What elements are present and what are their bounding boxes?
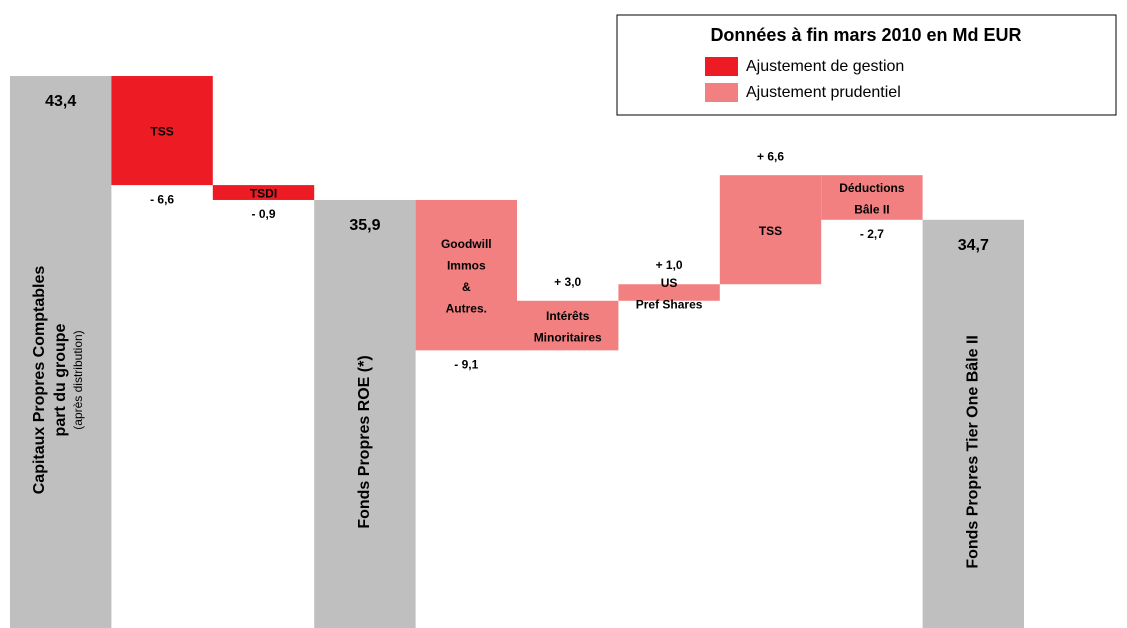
category-label: Capitaux Propres Comptables [31,266,48,495]
value-label: - 0,9 [251,207,275,221]
category-label: Minoritaires [534,330,602,344]
category-label: Déductions [839,181,905,195]
value-label: 35,9 [349,217,380,234]
category-label: Immos [447,259,486,273]
value-label: 43,4 [45,93,76,110]
category-label: Autres. [446,302,487,316]
total-bar [314,199,416,628]
legend-swatch [705,83,738,102]
total-bar [922,219,1024,628]
value-label: + 1,0 [656,258,683,272]
delta-bar [821,175,923,220]
category-label: & [462,280,471,294]
category-label: Goodwill [441,237,492,251]
delta-bar [415,199,517,351]
value-label: + 3,0 [554,275,581,289]
delta-bar [618,284,720,301]
legend-label: Ajustement de gestion [746,58,904,75]
legend-title: Données à fin mars 2010 en Md EUR [710,25,1021,45]
category-label: Bâle II [854,202,889,216]
category-label: TSDI [250,187,277,201]
delta-bar [212,185,315,200]
category-note: (après distribution) [71,330,85,429]
category-label: TSS [150,125,173,139]
value-label: + 6,6 [757,149,784,163]
category-label: Fonds Propres ROE (*) [356,355,373,528]
category-label: Intérêts [546,309,590,323]
value-label: - 6,6 [150,192,174,206]
legend-label: Ajustement prudentiel [746,84,901,101]
category-label: US [661,276,678,290]
category-label: part du groupe [52,323,69,436]
total-bar [10,76,112,628]
value-label: - 9,1 [454,358,478,372]
legend-swatch [705,57,738,76]
value-label: - 2,7 [860,227,884,241]
delta-bar [517,300,619,351]
category-label: Fonds Propres Tier One Bâle II [965,335,982,569]
category-label: Pref Shares [636,297,703,311]
delta-bar [111,76,213,186]
category-label: TSS [759,224,782,238]
legend-box [616,14,1117,116]
delta-bar [719,175,822,285]
value-label: 34,7 [958,237,989,254]
